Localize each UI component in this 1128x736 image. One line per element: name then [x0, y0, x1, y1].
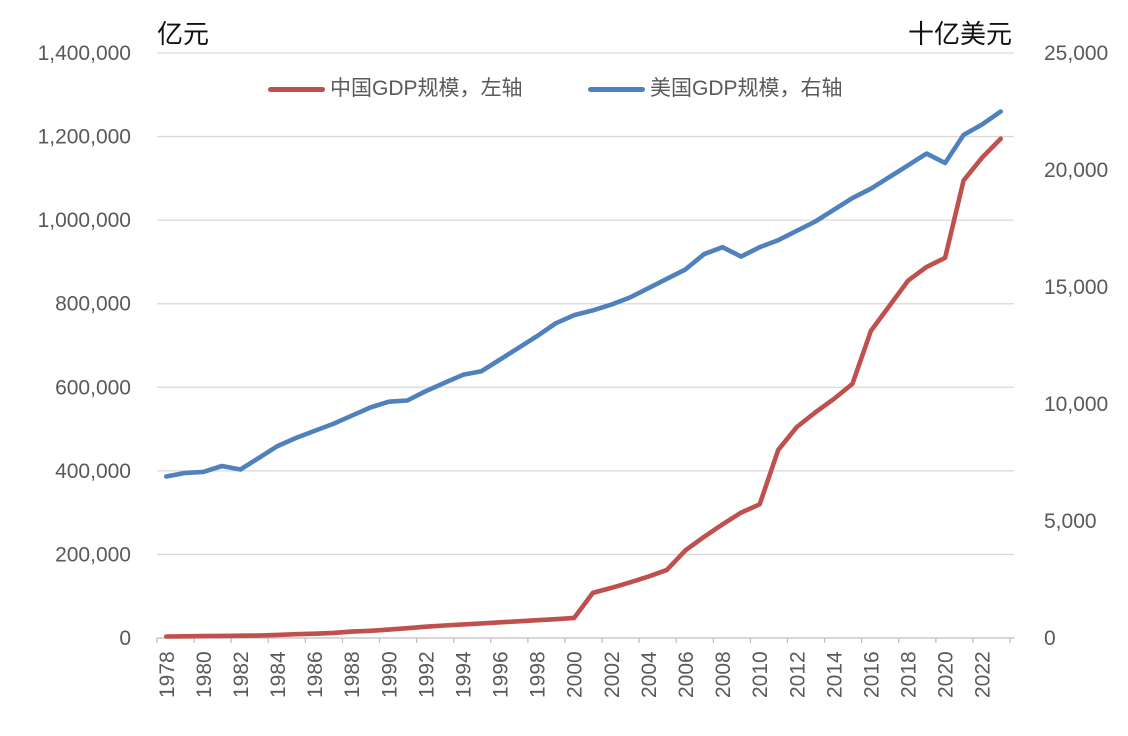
x-axis-year-label: 2018: [898, 651, 921, 698]
china-gdp-line: [164, 136, 1004, 639]
legend-item-usa-gdp: 美国GDP规模，右轴: [588, 76, 843, 102]
left-axis-tick-label: 1,000,000: [38, 209, 131, 232]
x-axis-year-label: 2014: [823, 651, 846, 698]
x-axis-year-label: 2022: [972, 651, 995, 698]
left-axis-unit-label: 亿元: [157, 20, 210, 50]
right-axis-tick-label: 10,000: [1044, 393, 1108, 416]
left-axis-tick-label: 1,200,000: [38, 126, 131, 149]
x-axis-year-label: 2006: [675, 651, 698, 698]
left-axis-tick-label: 400,000: [55, 460, 131, 483]
x-axis-year-label: 2020: [935, 651, 958, 698]
x-axis-year-label: 1978: [156, 651, 179, 698]
x-axis-year-label: 1998: [527, 651, 550, 698]
x-axis-year-label: 1994: [452, 651, 475, 698]
x-axis-year-label: 1996: [490, 651, 513, 698]
x-axis-year-label: 2000: [564, 651, 587, 698]
left-axis-tick-label: 1,400,000: [38, 42, 131, 65]
china-series-color-swatch: [268, 86, 325, 92]
x-axis-year-label: 1988: [341, 651, 364, 698]
x-axis-year-label: 2012: [786, 651, 809, 698]
right-axis-tick-label: 15,000: [1044, 276, 1108, 299]
left-axis-tick-label: 800,000: [55, 293, 131, 316]
x-axis-year-label: 1986: [304, 651, 327, 698]
usa-gdp-line: [164, 109, 1004, 479]
x-axis-year-label: 1992: [415, 651, 438, 698]
x-axis-year-label: 1990: [378, 651, 401, 698]
left-axis-tick-label: 0: [119, 627, 131, 650]
right-axis-tick-label: 5,000: [1044, 510, 1097, 533]
right-axis-tick-label: 25,000: [1044, 42, 1108, 65]
left-axis-tick-label: 600,000: [55, 376, 131, 399]
x-axis-year-label: 1982: [230, 651, 253, 698]
usa-series-color-swatch: [588, 86, 645, 92]
right-axis-tick-label: 0: [1044, 627, 1056, 650]
legend-item-china-gdp: 中国GDP规模，左轴: [268, 76, 523, 102]
left-axis-tick-label: 200,000: [55, 543, 131, 566]
right-axis-tick-label: 20,000: [1044, 159, 1108, 182]
x-axis-year-label: 1984: [267, 651, 290, 698]
x-axis-year-label: 2002: [601, 651, 624, 698]
x-axis-year-label: 1980: [193, 651, 216, 698]
right-axis-unit-label: 十亿美元: [907, 20, 1012, 50]
x-axis-year-label: 2004: [638, 651, 661, 698]
china-series-label: 中国GDP规模，左轴: [330, 77, 523, 100]
x-axis-year-label: 2010: [749, 651, 772, 698]
x-axis-year-label: 2008: [712, 651, 735, 698]
x-axis-year-label: 2016: [860, 651, 883, 698]
usa-series-label: 美国GDP规模，右轴: [650, 77, 843, 100]
